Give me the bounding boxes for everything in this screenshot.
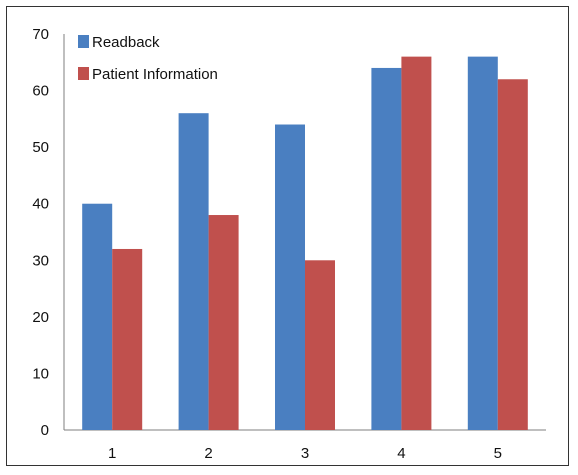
bar-series	[82, 56, 528, 430]
legend: Readback Patient Information	[78, 34, 218, 83]
x-tick-labels: 1 2 3 4 5	[108, 445, 502, 462]
y-tick-label: 60	[32, 83, 49, 100]
y-tick-label: 20	[32, 309, 49, 326]
legend-label-readback: Readback	[92, 34, 160, 51]
y-tick-label: 10	[32, 365, 49, 382]
y-tick-label: 0	[41, 422, 49, 439]
bar-readback-5	[467, 56, 498, 430]
legend-swatch-patient-information	[78, 67, 89, 80]
bar-readback-3	[275, 124, 305, 430]
bar-readback-4	[371, 67, 402, 430]
y-tick-label: 50	[32, 139, 49, 156]
legend-swatch-readback	[78, 35, 89, 48]
bar-patient-information-4	[401, 56, 432, 430]
x-tick-label: 1	[108, 445, 116, 462]
legend-label-patient-information: Patient Information	[92, 66, 218, 83]
x-tick-label: 3	[301, 445, 309, 462]
y-tick-labels: 0 10 20 30 40 50 60 70	[32, 26, 49, 439]
x-tick-label: 5	[494, 445, 502, 462]
y-tick-label: 30	[32, 252, 49, 269]
bar-patient-information-2	[208, 215, 239, 430]
bar-readback-1	[82, 203, 113, 430]
bar-patient-information-1	[112, 248, 143, 430]
bar-patient-information-5	[497, 79, 528, 430]
y-tick-label: 70	[32, 26, 49, 43]
x-tick-label: 4	[397, 445, 405, 462]
bar-readback-2	[178, 113, 209, 430]
y-tick-label: 40	[32, 196, 49, 213]
bar-patient-information-3	[305, 260, 335, 430]
x-tick-label: 2	[204, 445, 212, 462]
